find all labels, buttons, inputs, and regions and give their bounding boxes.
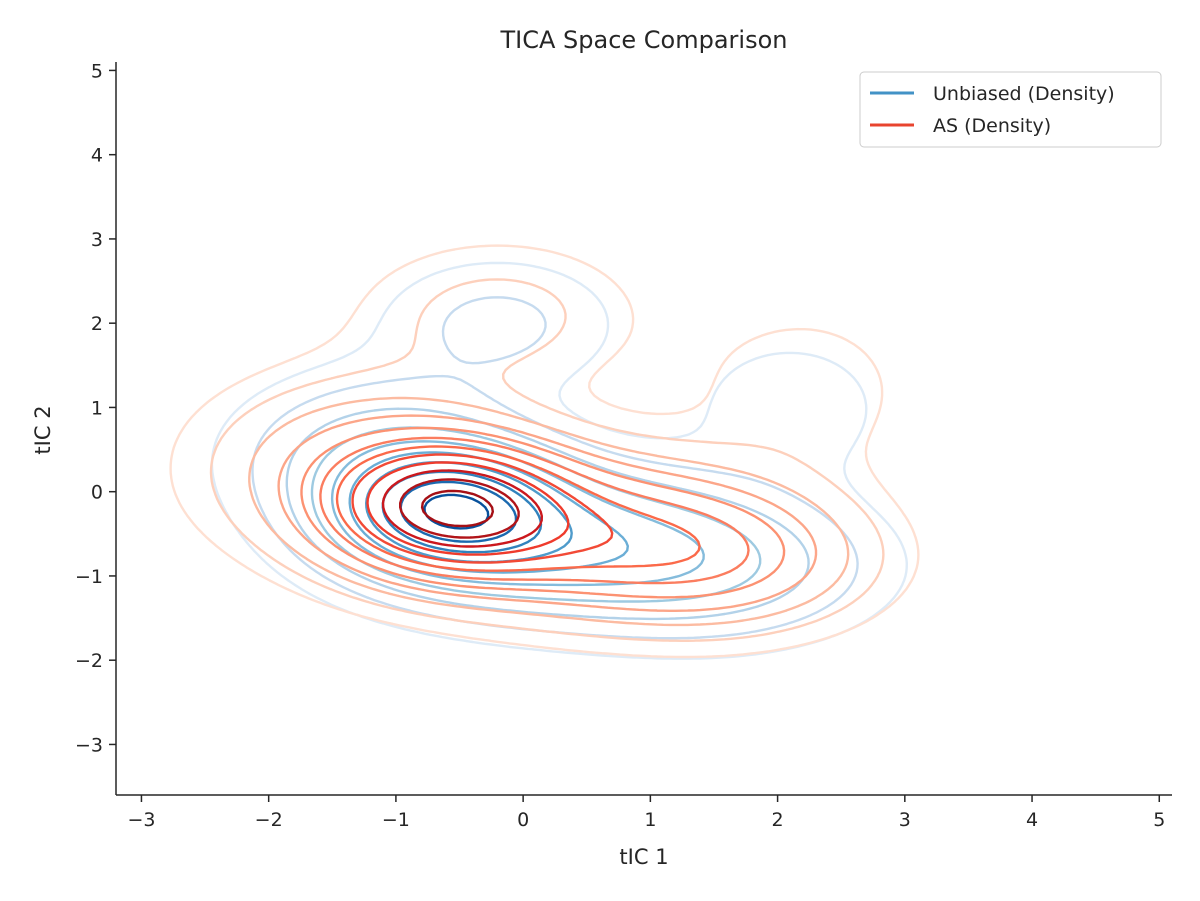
contour-series-as: [169, 244, 920, 659]
contour-level: [277, 414, 818, 612]
contour-level: [335, 445, 701, 572]
y-tick-label: 2: [91, 313, 103, 335]
y-tick-label: 5: [91, 60, 103, 82]
x-axis-label: tIC 1: [619, 845, 668, 869]
x-tick-label: 4: [1026, 809, 1038, 831]
contour-level: [348, 451, 629, 574]
contour-level: [351, 453, 614, 564]
x-tick-label: −1: [382, 809, 410, 831]
y-tick-label: −3: [75, 734, 103, 756]
chart-title: TICA Space Comparison: [499, 26, 787, 54]
contour-level: [209, 278, 885, 642]
y-tick-label: 1: [91, 397, 103, 419]
contour-level: [366, 461, 570, 556]
y-tick-label: −1: [75, 566, 103, 588]
contour-level: [310, 426, 762, 603]
y-tick-label: 0: [91, 482, 103, 504]
x-tick-label: 2: [772, 809, 784, 831]
legend: Unbiased (Density) AS (Density): [859, 71, 1162, 148]
contour-level: [300, 426, 786, 599]
y-ticks: −3 −2 −1 0 1 2 3 4 5: [75, 60, 116, 756]
x-ticks: −3 −2 −1 0 1 2 3 4 5: [127, 795, 1165, 831]
x-tick-label: 5: [1153, 809, 1165, 831]
legend-label-unbiased: Unbiased (Density): [933, 83, 1115, 105]
contour-level: [248, 396, 850, 627]
y-axis-label: tIC 2: [31, 405, 55, 454]
y-tick-label: 4: [91, 145, 103, 167]
y-tick-label: −2: [75, 650, 103, 672]
contour-layer: [169, 244, 920, 660]
axes: −3 −2 −1 0 1 2 3 4 5 −3 −2 −1 0 1 2 3 4 5: [75, 60, 1172, 831]
legend-box: [859, 71, 1162, 148]
contour-level: [169, 244, 920, 659]
x-tick-label: −2: [255, 809, 283, 831]
y-tick-label: 3: [91, 229, 103, 251]
x-tick-label: 1: [644, 809, 656, 831]
contour-level: [381, 469, 543, 548]
legend-label-as: AS (Density): [933, 115, 1051, 137]
x-tick-label: 0: [517, 809, 529, 831]
contour-level: [319, 436, 750, 585]
x-tick-label: −3: [127, 809, 155, 831]
x-tick-label: 3: [899, 809, 911, 831]
contour-level: [420, 489, 494, 528]
contour-level: [399, 478, 520, 539]
